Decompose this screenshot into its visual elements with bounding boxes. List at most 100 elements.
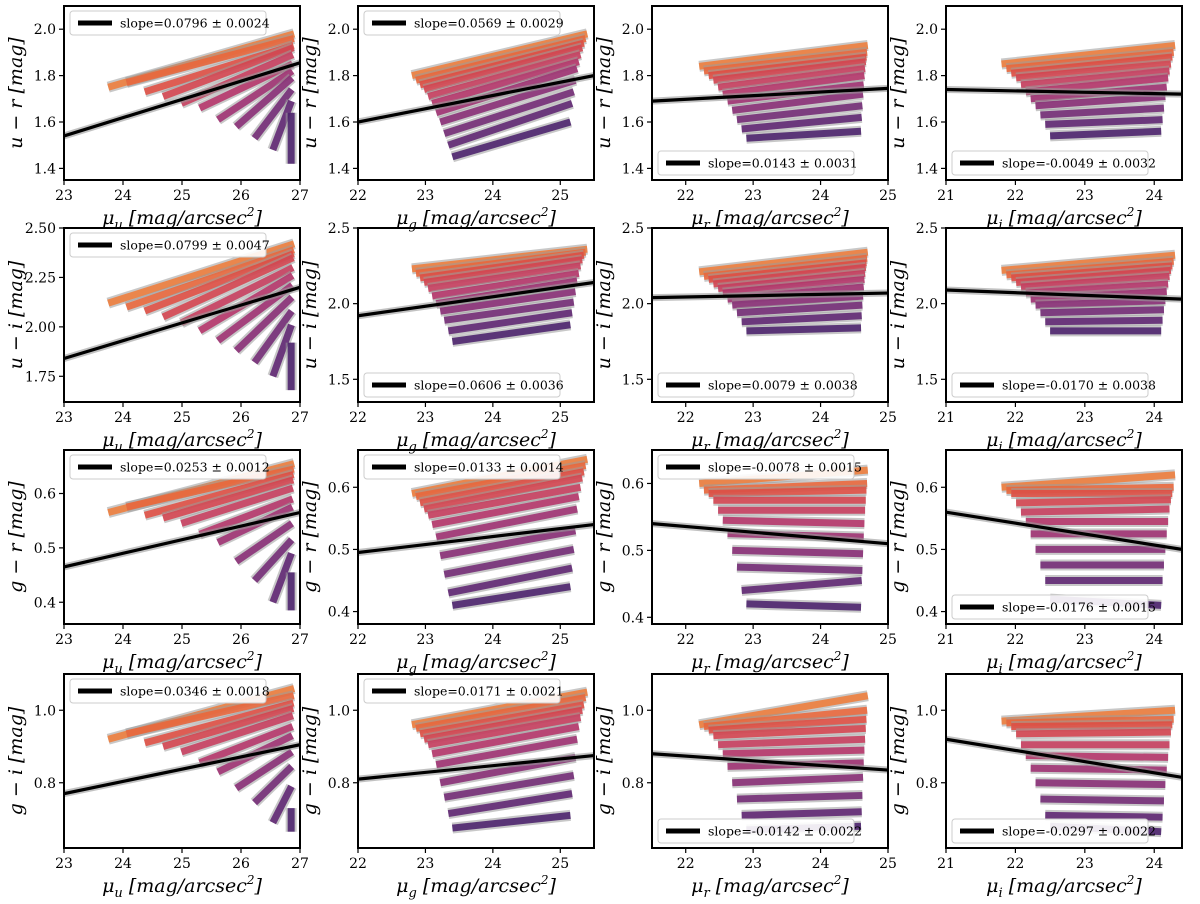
axes-frame bbox=[357, 449, 595, 625]
series-line bbox=[423, 256, 583, 286]
y-tick-label: 2.0 bbox=[328, 22, 350, 38]
y-tick-label: 2.5 bbox=[328, 221, 350, 237]
panel-11: 22 23 24 25 μr [mag/arcsec2] 0.4 0.5 0.6 g − r [… bbox=[593, 449, 897, 677]
x-tick-label: 24 bbox=[812, 410, 830, 426]
y-axis-label: g − i [mag] bbox=[887, 706, 909, 815]
y-tick-label: 1.4 bbox=[328, 161, 350, 177]
x-axis-label: μu [mag/arcsec2] bbox=[102, 649, 262, 677]
y-tick-label: 1.8 bbox=[34, 69, 56, 85]
legend-label: slope=-0.0297 ± 0.0022 bbox=[1002, 824, 1156, 839]
y-tick-label: 0.6 bbox=[34, 487, 56, 503]
y-tick-label: 1.6 bbox=[916, 115, 938, 131]
series-line bbox=[443, 298, 575, 324]
series-line bbox=[1020, 505, 1170, 516]
y-tick-label: 2.0 bbox=[622, 22, 644, 38]
x-tick-label: 25 bbox=[879, 856, 897, 872]
x-tick-label: 24 bbox=[812, 632, 830, 648]
series-line bbox=[251, 87, 295, 141]
y-tick-label: 0.4 bbox=[916, 605, 938, 621]
panel-5: 23 24 25 26 27 μu [mag/arcsec2] 1.75 2.00 2.25 2.… bbox=[5, 221, 309, 455]
x-tick-label: 23 bbox=[744, 856, 762, 872]
x-tick-label: 23 bbox=[417, 188, 435, 204]
x-tick-label: 23 bbox=[744, 188, 762, 204]
x-tick-label: 23 bbox=[55, 188, 73, 204]
fit-line bbox=[358, 74, 594, 124]
x-tick-label: 26 bbox=[232, 188, 250, 204]
series-line bbox=[708, 486, 867, 497]
legend-box bbox=[69, 678, 267, 704]
legend-label: slope=-0.0078 ± 0.0015 bbox=[708, 460, 862, 475]
x-axis-label: μr [mag/arcsec2] bbox=[691, 205, 849, 233]
legend-label: slope=0.0133 ± 0.0014 bbox=[414, 460, 564, 475]
fit-line bbox=[358, 522, 594, 555]
x-tick-label: 25 bbox=[879, 632, 897, 648]
y-tick-label: 0.6 bbox=[622, 476, 644, 492]
y-axis-label: g − r [mag] bbox=[887, 481, 909, 593]
x-tick-label: 24 bbox=[1145, 410, 1163, 426]
series-line bbox=[143, 471, 295, 519]
x-axis-label: μr [mag/arcsec2] bbox=[691, 427, 849, 455]
series-line bbox=[732, 773, 864, 787]
legend-box bbox=[657, 454, 855, 480]
y-tick-label: 0.6 bbox=[328, 480, 350, 496]
series-line bbox=[1035, 297, 1166, 309]
series-line bbox=[1016, 496, 1171, 507]
series-line bbox=[435, 505, 578, 541]
legend-box bbox=[951, 150, 1149, 176]
x-tick-label: 24 bbox=[484, 856, 502, 872]
x-tick-label: 26 bbox=[232, 410, 250, 426]
series-lines bbox=[1001, 249, 1176, 337]
x-axis-label: μg [mag/arcsec2] bbox=[396, 205, 556, 233]
x-tick-label: 22 bbox=[1006, 410, 1024, 426]
x-tick-label: 22 bbox=[349, 410, 367, 426]
y-tick-label: 1.8 bbox=[622, 69, 644, 85]
legend-label: slope=0.0569 ± 0.0029 bbox=[414, 16, 564, 31]
series-line bbox=[427, 262, 582, 292]
y-tick-label: 1.75 bbox=[25, 369, 56, 385]
series-line bbox=[269, 99, 295, 152]
series-line bbox=[431, 58, 580, 107]
x-tick-label: 21 bbox=[937, 410, 955, 426]
y-tick-label: 1.8 bbox=[328, 69, 350, 85]
series-line bbox=[1020, 272, 1170, 291]
series-line bbox=[746, 127, 862, 142]
series-line bbox=[731, 90, 864, 114]
legend-box bbox=[363, 678, 561, 704]
x-tick-label: 23 bbox=[1076, 410, 1094, 426]
x-axis-label: μu [mag/arcsec2] bbox=[102, 873, 262, 901]
legend-label: slope=0.0171 ± 0.0021 bbox=[414, 684, 564, 699]
series-line bbox=[741, 312, 862, 326]
y-tick-label: 1.6 bbox=[328, 115, 350, 131]
y-tick-label: 1.6 bbox=[622, 115, 644, 131]
x-tick-label: 22 bbox=[677, 856, 695, 872]
legend-box bbox=[363, 10, 561, 36]
x-tick-label: 21 bbox=[937, 856, 955, 872]
y-tick-label: 1.0 bbox=[328, 703, 350, 719]
axes-frame bbox=[945, 673, 1183, 849]
x-tick-label: 26 bbox=[232, 856, 250, 872]
x-tick-label: 23 bbox=[1076, 632, 1094, 648]
legend-label: slope=-0.0142 ± 0.0022 bbox=[708, 824, 862, 839]
series-line bbox=[427, 714, 582, 749]
y-tick-label: 1.0 bbox=[622, 703, 644, 719]
x-axis-label: μu [mag/arcsec2] bbox=[102, 427, 262, 455]
x-tick-label: 27 bbox=[291, 632, 309, 648]
legend-label: slope=0.0253 ± 0.0012 bbox=[120, 460, 270, 475]
series-line bbox=[447, 790, 573, 818]
y-tick-label: 2.50 bbox=[25, 221, 56, 237]
series-line bbox=[427, 51, 582, 100]
series-line bbox=[269, 323, 295, 378]
y-axis-label: g − r [mag] bbox=[5, 481, 27, 593]
axes-frame bbox=[945, 5, 1183, 181]
y-tick-label: 0.4 bbox=[34, 595, 56, 611]
series-line bbox=[162, 705, 295, 750]
y-tick-label: 1.4 bbox=[916, 161, 938, 177]
x-tick-label: 23 bbox=[744, 632, 762, 648]
legend-label: slope=0.0799 ± 0.0047 bbox=[120, 238, 270, 253]
legend-box bbox=[951, 372, 1149, 398]
series-line bbox=[198, 723, 294, 767]
series-line bbox=[1049, 127, 1162, 140]
legend-label: slope=0.0143 ± 0.0031 bbox=[708, 156, 858, 171]
